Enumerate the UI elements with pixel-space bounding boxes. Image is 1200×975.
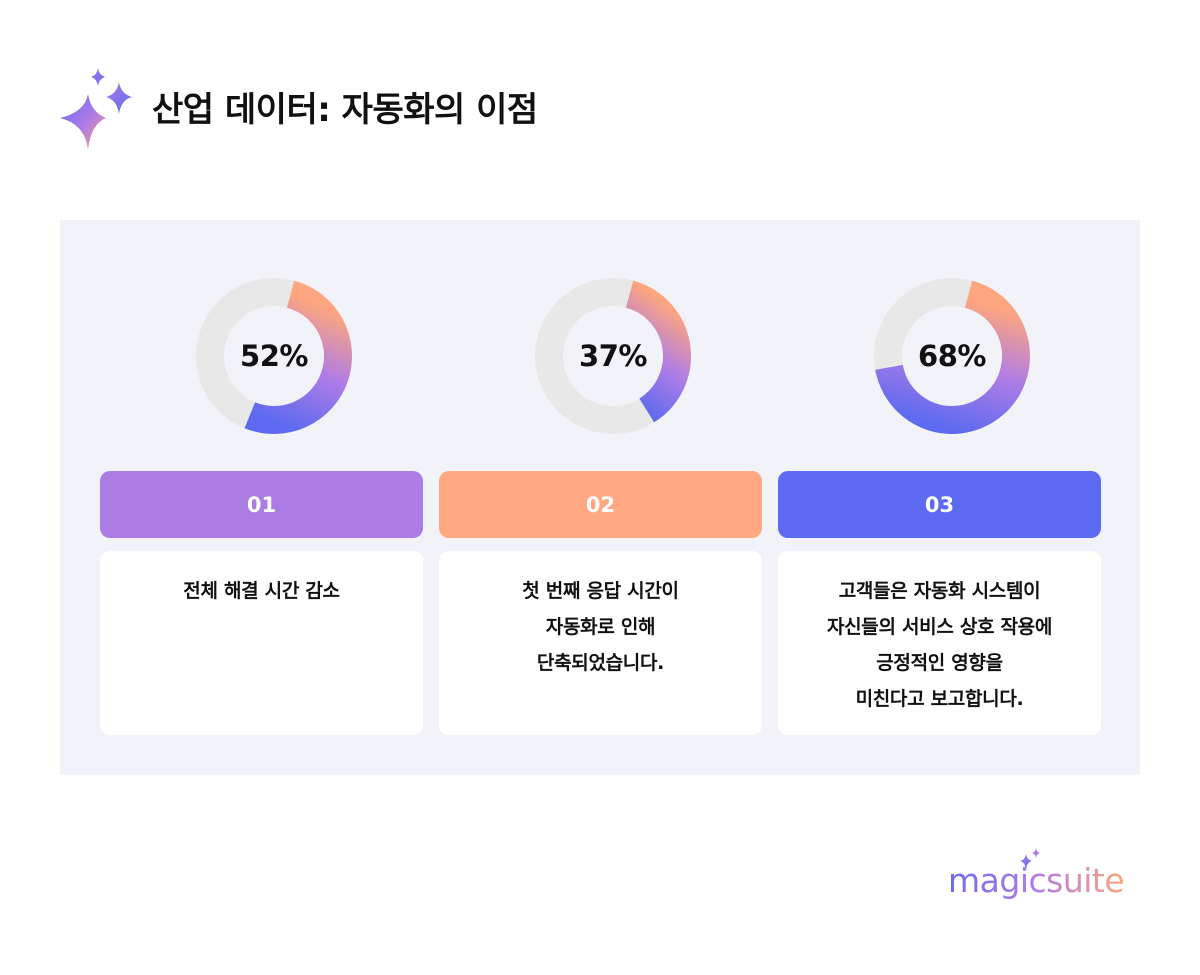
- sparkle-icon: [60, 68, 132, 150]
- donut-value-label: 37%: [579, 339, 647, 373]
- step-badge-03: 03: [778, 471, 1101, 538]
- donut-value-label: 68%: [918, 339, 986, 373]
- donut-svg-1: [196, 278, 352, 434]
- card-text-line: 고객들은 자동화 시스템이: [838, 580, 1041, 602]
- stat-column-3: 68% 03 고객들은 자동화 시스템이 자신들의 서비스 상호 작용에 긍정적…: [778, 220, 1101, 775]
- card-text-line: 미친다고 보고합니다.: [855, 688, 1024, 710]
- card-text-line: 긍정적인 영향을: [876, 652, 1003, 674]
- donut-svg-3: [874, 278, 1030, 434]
- stats-panel: 52% 01 전체 해결 시간 감소 37% 02 첫 번째 응답 시간이 자동…: [60, 220, 1140, 775]
- donut-chart-1: 52%: [194, 276, 354, 436]
- card-text-line: 전체 해결 시간 감소: [183, 580, 340, 602]
- donut-arc-3: [875, 280, 1030, 434]
- donut-chart-2: 37%: [533, 276, 693, 436]
- brand-name: magicsuite: [948, 861, 1124, 900]
- step-badge-01: 01: [100, 471, 423, 538]
- page-title: 산업 데이터: 자동화의 이점: [152, 90, 538, 130]
- sparkle-icon: [1020, 848, 1040, 870]
- step-badge-02: 02: [439, 471, 762, 538]
- donut-arc-1: [244, 280, 352, 434]
- stat-column-2: 37% 02 첫 번째 응답 시간이 자동화로 인해 단축되었습니다.: [439, 220, 762, 775]
- donut-svg-2: [535, 278, 691, 434]
- donut-arc-2: [625, 280, 691, 423]
- card-text-line: 자신들의 서비스 상호 작용에: [826, 616, 1053, 638]
- donut-chart-3: 68%: [872, 276, 1032, 436]
- brand-logo: magicsuite: [948, 846, 1148, 906]
- header: 산업 데이터: 자동화의 이점: [58, 68, 538, 152]
- card-text-line: 단축되었습니다.: [536, 652, 665, 674]
- description-card-3: 고객들은 자동화 시스템이 자신들의 서비스 상호 작용에 긍정적인 영향을 미…: [778, 551, 1101, 735]
- brand-wordmark: magicsuite: [948, 861, 1125, 900]
- donut-value-label: 52%: [240, 339, 308, 373]
- description-card-2: 첫 번째 응답 시간이 자동화로 인해 단축되었습니다.: [439, 551, 762, 735]
- card-text-line: 첫 번째 응답 시간이: [522, 580, 679, 602]
- stat-column-1: 52% 01 전체 해결 시간 감소: [100, 220, 423, 775]
- card-text-line: 자동화로 인해: [545, 616, 656, 638]
- description-card-1: 전체 해결 시간 감소: [100, 551, 423, 735]
